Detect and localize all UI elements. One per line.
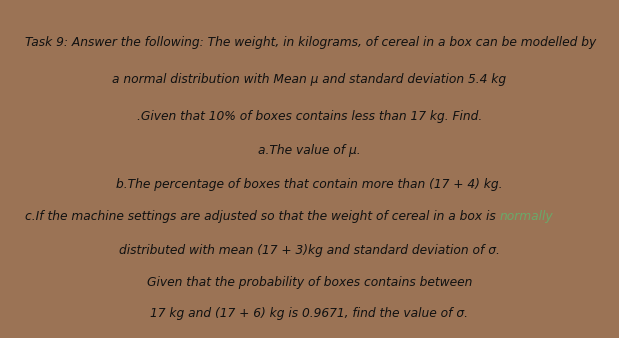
Text: normally: normally xyxy=(500,211,553,223)
Text: Task 9: Answer the following: The weight, in kilograms, of cereal in a box can b: Task 9: Answer the following: The weight… xyxy=(25,36,596,49)
Text: b.The percentage of boxes that contain more than (17 + 4) kg.: b.The percentage of boxes that contain m… xyxy=(116,178,503,191)
Text: a normal distribution with Mean μ and standard deviation 5.4 kg: a normal distribution with Mean μ and st… xyxy=(113,73,506,86)
Text: 17 kg and (17 + 6) kg is 0.9671, find the value of σ.: 17 kg and (17 + 6) kg is 0.9671, find th… xyxy=(150,307,469,320)
Text: Given that the probability of boxes contains between: Given that the probability of boxes cont… xyxy=(147,276,472,289)
Text: .Given that 10% of boxes contains less than 17 kg. Find.: .Given that 10% of boxes contains less t… xyxy=(137,110,482,123)
Text: distributed with mean (17 + 3)kg and standard deviation of σ.: distributed with mean (17 + 3)kg and sta… xyxy=(119,244,500,257)
Text: c.If the machine settings are adjusted so that the weight of cereal in a box is: c.If the machine settings are adjusted s… xyxy=(25,211,500,223)
Text: a.The value of μ.: a.The value of μ. xyxy=(258,144,361,157)
